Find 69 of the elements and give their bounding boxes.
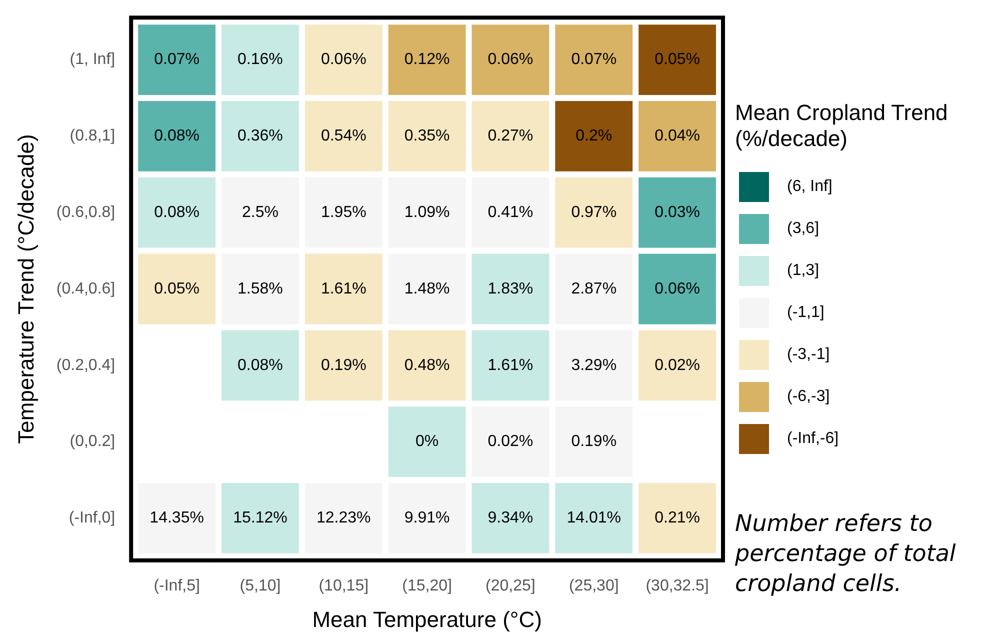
data-label: 0.19% — [320, 356, 366, 374]
data-label: 3.29% — [571, 356, 617, 374]
data-label: 1.83% — [488, 280, 534, 298]
x-tick-label: (10,15] — [318, 577, 369, 594]
data-label: 0.97% — [571, 204, 617, 222]
data-label: 14.35% — [150, 510, 204, 527]
data-label: 0.35% — [404, 128, 450, 145]
data-label: 0.36% — [238, 128, 283, 145]
data-label: 0.41% — [488, 204, 534, 222]
data-label: 0.48% — [404, 356, 450, 374]
data-label: 0.06% — [320, 51, 366, 68]
text: Number refers to percentage of total cropland cells. — [735, 510, 957, 599]
data-label: 0.06% — [654, 280, 700, 298]
data-label: 0% — [415, 433, 439, 450]
legend-label: (-1,1] — [787, 304, 824, 322]
data-label: 0.12% — [404, 51, 450, 68]
data-label: 0.16% — [238, 51, 283, 68]
legend-label: (6, Inf] — [787, 178, 832, 196]
data-label: 0.02% — [654, 356, 700, 374]
legend-title: Mean Cropland Trend (%/decade) — [735, 100, 949, 152]
data-label: 2.5% — [242, 204, 278, 222]
data-label: 1.61% — [488, 356, 534, 374]
x-tick-label: (-Inf,5] — [154, 577, 200, 594]
data-label: 0.03% — [654, 204, 700, 222]
x-tick-label: (20,25] — [486, 577, 536, 594]
x-tick-label: (15,20] — [402, 577, 452, 594]
data-label: 0.02% — [488, 433, 534, 450]
data-label: 1.48% — [404, 280, 450, 298]
y-tick-label: (0,0.2] — [70, 433, 116, 450]
data-label: 0.21% — [654, 510, 700, 527]
data-label: 0.06% — [488, 51, 534, 68]
y-axis-title: Temperature Trend (°C/decade) — [13, 134, 38, 444]
data-label: 0.08% — [154, 204, 200, 222]
data-label: 0.05% — [654, 51, 700, 68]
data-label: 1.95% — [320, 204, 366, 222]
legend-label: (-Inf,-6] — [787, 430, 839, 448]
legend-label: (3,6] — [787, 220, 820, 238]
legend-label: (-6,-3] — [787, 388, 830, 406]
data-label: 2.87% — [571, 280, 617, 298]
data-label: 0.08% — [154, 128, 200, 145]
y-tick-label: (1, Inf] — [70, 51, 116, 68]
data-label: 1.58% — [238, 280, 283, 298]
data-label: 14.01% — [566, 510, 622, 527]
y-tick-label: (-Inf,0] — [68, 510, 116, 527]
x-axis-title: Mean Temperature (°C) — [312, 606, 542, 632]
y-tick-label: (0.2,0.4] — [56, 356, 116, 374]
data-label: 0.08% — [238, 356, 283, 374]
y-tick-label: (0.8,1] — [70, 128, 116, 145]
legend-label: (-3,-1] — [787, 346, 830, 364]
data-label: 12.23% — [316, 510, 371, 527]
legend-label: (1,3] — [787, 262, 820, 280]
x-tick-label: (30,32.5] — [646, 577, 709, 594]
data-label: 0.19% — [571, 433, 617, 450]
data-label: 0.54% — [320, 128, 366, 145]
data-label: 9.34% — [488, 510, 534, 527]
data-label: 15.12% — [233, 510, 288, 527]
x-tick-label: (25,30] — [568, 577, 619, 594]
data-label: 0.27% — [488, 128, 534, 145]
data-label: 1.09% — [404, 204, 450, 222]
data-label: 0.07% — [571, 51, 617, 68]
data-label: 0.04% — [654, 128, 700, 145]
data-label: 0.07% — [154, 51, 200, 68]
data-label: 0.05% — [154, 280, 200, 298]
data-label: 1.61% — [320, 280, 366, 298]
data-label: 0.2% — [576, 128, 612, 145]
x-tick-label: (5,10] — [240, 577, 281, 594]
y-tick-label: (0.4,0.6] — [56, 280, 116, 298]
y-tick-label: (0.6,0.8] — [56, 204, 116, 222]
data-label: 9.91% — [404, 510, 450, 527]
